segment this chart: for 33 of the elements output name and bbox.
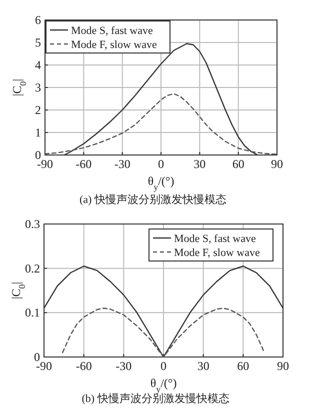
x-axis-title: θ$_{y}$/(°)	[150, 376, 177, 394]
x-axis-title: θ$_{y}$/(°)	[148, 174, 174, 192]
x-tick-label: 60	[237, 359, 250, 373]
line-series	[62, 308, 266, 358]
x-tick-label: 90	[277, 359, 289, 373]
y-tick-label: 0.1	[25, 306, 40, 320]
y-tick-label: 0	[35, 148, 41, 162]
y-tick-label: 0	[34, 350, 40, 364]
legend-label: Mode F, slow wave	[71, 39, 158, 51]
y-tick-label: 6	[35, 13, 41, 27]
x-tick-label: 0	[160, 359, 166, 373]
x-tick-label: 30	[197, 359, 210, 373]
x-tick-label: 30	[194, 157, 206, 171]
y-tick-label: 1	[35, 126, 41, 140]
x-tick-label: -60	[76, 157, 92, 171]
y-tick-label: 5	[35, 36, 41, 50]
y-tick-label: 0.2	[25, 261, 40, 276]
y-tick-label: 0.3	[25, 217, 40, 231]
x-tick-label: 60	[232, 157, 244, 171]
x-tick-label: -30	[116, 359, 132, 373]
line-series	[44, 93, 278, 155]
x-tick-label: -60	[76, 359, 92, 373]
x-tick-label: 90	[271, 157, 283, 171]
legend-label: Mode S, fast wave	[71, 25, 153, 37]
y-tick-label: 2	[35, 103, 41, 117]
legend-label: Mode S, fast wave	[174, 233, 256, 245]
text: (a) 快慢声波分别激发快慢模态	[80, 193, 226, 206]
legend-label: Mode F, slow wave	[174, 247, 260, 259]
x-tick-label: 0	[158, 157, 164, 171]
y-tick-label: 3	[35, 80, 41, 94]
x-tick-label: -30	[114, 157, 130, 171]
text: (b) 快慢声波分别激发慢快模态	[82, 392, 230, 405]
y-tick-label: 4	[35, 58, 41, 72]
